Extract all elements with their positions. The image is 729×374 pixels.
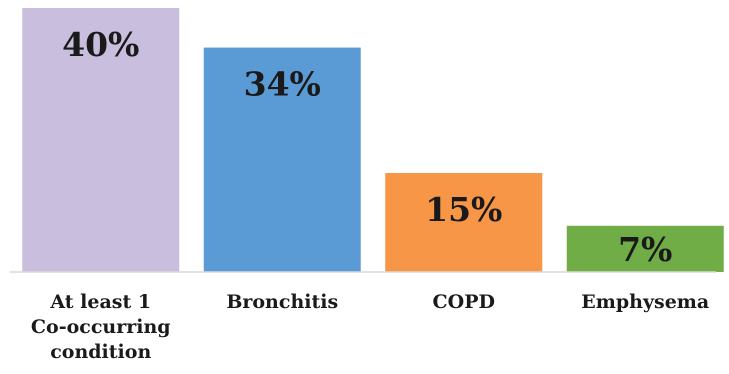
category-label-line: Emphysema bbox=[581, 291, 709, 313]
bar bbox=[203, 47, 361, 272]
category-label-line: At least 1 bbox=[49, 291, 151, 313]
bar-value-label: 34% bbox=[244, 65, 321, 104]
category-label-line: Co-occurring bbox=[31, 316, 171, 338]
category-label-line: Bronchitis bbox=[226, 291, 338, 313]
category-label-line: COPD bbox=[433, 291, 495, 313]
bar-value-label: 7% bbox=[618, 230, 672, 269]
category-label-line: condition bbox=[50, 341, 151, 363]
bar bbox=[22, 8, 180, 272]
bars-group: 40% 34% 15% 7% bbox=[22, 8, 724, 272]
category-label: Emphysema bbox=[581, 291, 709, 313]
bar-value-label: 15% bbox=[425, 190, 502, 229]
category-labels-group: At least 1 Co-occurring condition Bronchiti… bbox=[31, 291, 709, 363]
category-label: Bronchitis bbox=[226, 291, 338, 313]
bar-value-label: 40% bbox=[62, 25, 139, 64]
category-label: COPD bbox=[433, 291, 495, 313]
category-label: At least 1 Co-occurring condition bbox=[31, 291, 171, 363]
bar bbox=[385, 173, 543, 272]
bar bbox=[566, 225, 724, 272]
